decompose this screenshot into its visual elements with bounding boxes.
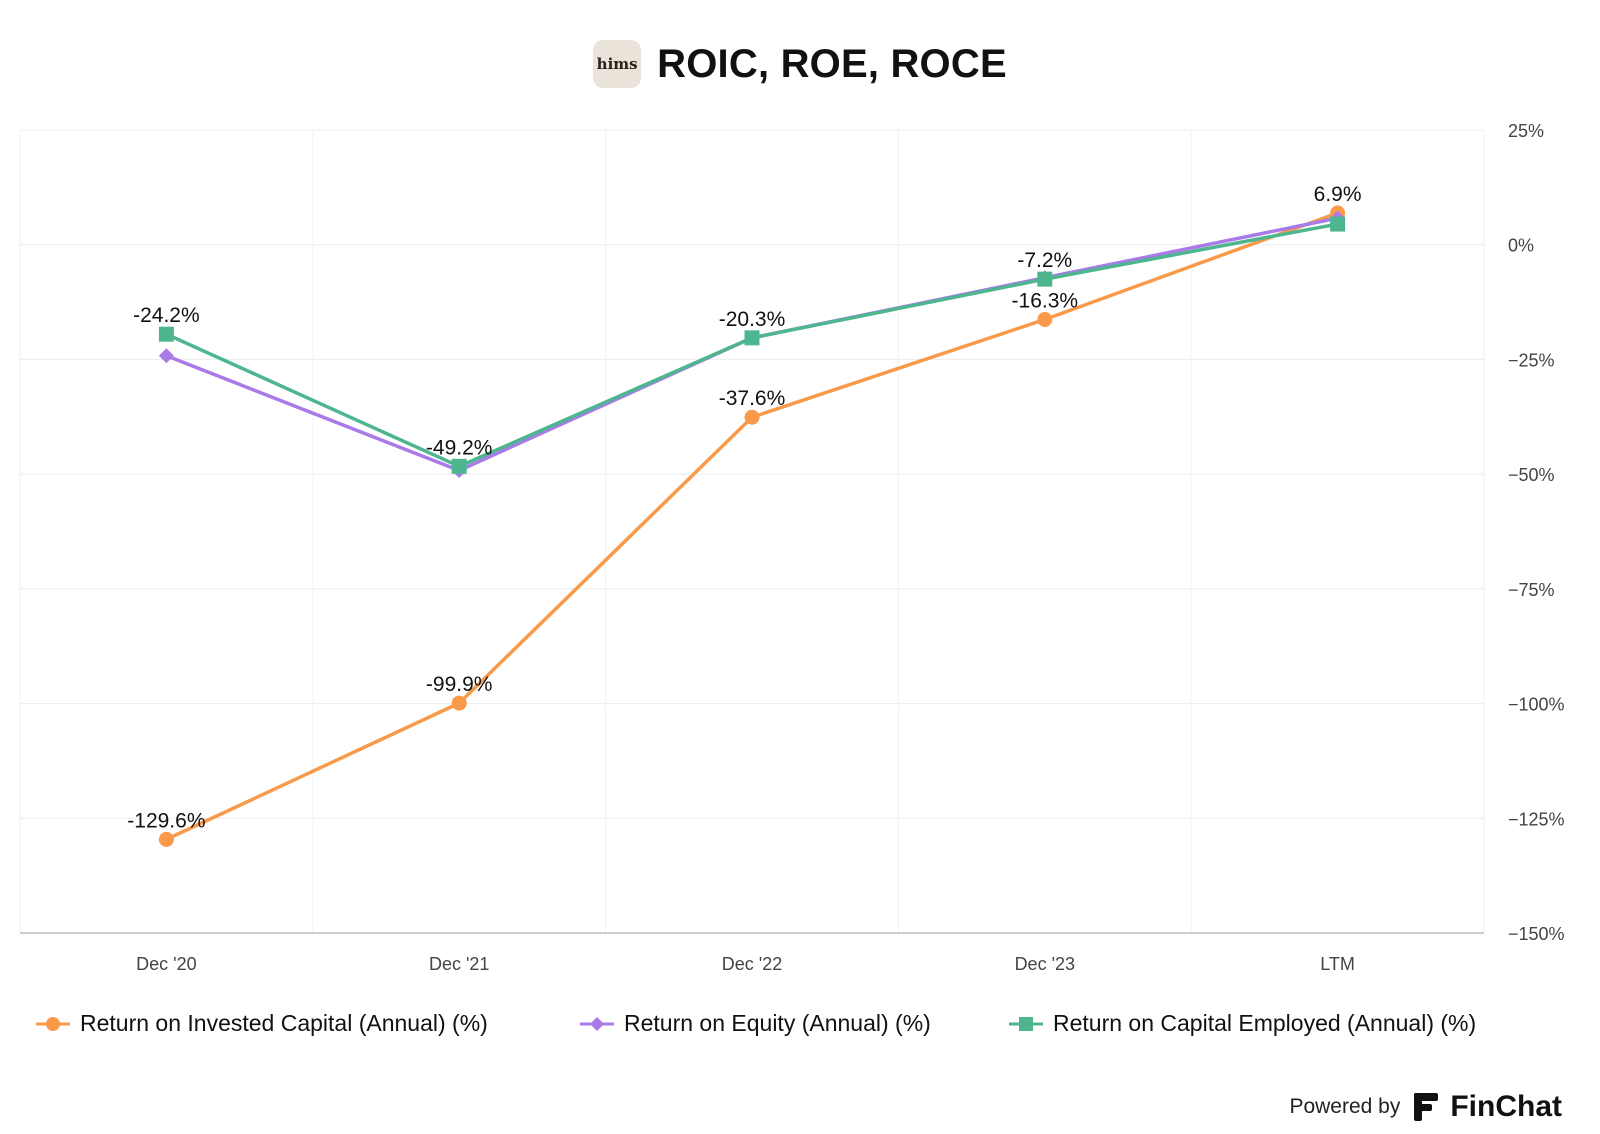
legend-marker-diamond-icon [580,1016,614,1031]
company-logo-text: hims [596,55,638,73]
legend-label-roce: Return on Capital Employed (Annual) (%) [1053,1010,1477,1036]
data-point-roic [451,695,467,711]
data-label-roic: -37.6% [719,387,786,410]
data-label-roce: -49.2% [426,436,493,459]
y-tick-label: 0% [1508,236,1534,256]
finchat-brand[interactable]: FinChat [1412,1090,1562,1124]
label-layer: -129.6% -99.9% -37.6% -16.3% 6.9% -24.2% -49.2… [127,183,1361,832]
data-label-roic: -129.6% [127,809,205,832]
data-label-roce: -24.2% [133,304,200,327]
legend-item-roe[interactable]: Return on Equity (Annual) (%) [580,1010,931,1037]
chart-legend: Return on Invested Capital (Annual) (%) … [0,1010,1600,1050]
line-chart: 25% 0% −25% −50% −75% −100% −125% −150% Dec '20 D… [19,121,1565,974]
legend-label-roic: Return on Invested Capital (Annual) (%) [80,1010,488,1036]
y-tick-label: −75% [1508,580,1555,600]
finchat-brand-text: FinChat [1450,1090,1562,1123]
data-point-roe [158,348,174,364]
legend-marker-circle-icon [36,1016,70,1031]
legend-marker-square-icon [1009,1016,1043,1031]
x-tick-label: Dec '23 [1015,954,1075,974]
powered-by-text: Powered by [1289,1095,1401,1118]
data-point-roic [158,831,174,847]
legend-label-roe: Return on Equity (Annual) (%) [624,1010,931,1036]
powered-by: Powered by FinChat [1289,1090,1562,1124]
y-tick-label: −150% [1508,924,1565,944]
legend-item-roic[interactable]: Return on Invested Capital (Annual) (%) [36,1010,488,1037]
legend-item-roce[interactable]: Return on Capital Employed (Annual) (%) [1009,1010,1476,1037]
y-tick-label: −25% [1508,350,1555,370]
x-tick-label: Dec '22 [722,954,782,974]
data-point-roce [451,458,467,474]
data-point-roce [744,330,760,346]
chart-title: ROIC, ROE, ROCE [657,41,1007,86]
y-tick-label: −100% [1508,695,1565,715]
data-label-roce: -20.3% [719,308,786,331]
finchat-logo-icon [1414,1093,1439,1121]
data-point-roce [1330,216,1346,232]
y-tick-label: −50% [1508,465,1555,485]
x-tick-label: Dec '21 [429,954,489,974]
data-label-roic: -99.9% [426,673,493,696]
y-tick-label: −125% [1508,809,1565,829]
data-label-roic: 6.9% [1314,183,1362,206]
axis-layer: 25% 0% −25% −50% −75% −100% −125% −150% Dec '20 D… [20,121,1565,974]
y-tick-label: 25% [1508,121,1544,141]
x-tick-label: Dec '20 [136,954,196,974]
x-tick-label: LTM [1320,954,1355,974]
data-label-roic: -16.3% [1012,290,1079,313]
series-layer [158,205,1346,847]
data-point-roce [1037,271,1053,287]
grid-layer [19,129,1485,934]
data-point-roic [744,409,760,425]
data-point-roce [158,326,174,342]
chart-header: hims ROIC, ROE, ROCE [0,38,1600,90]
company-logo: hims [593,40,642,88]
data-point-roic [1037,312,1053,328]
data-label-roce: -7.2% [1017,249,1072,272]
